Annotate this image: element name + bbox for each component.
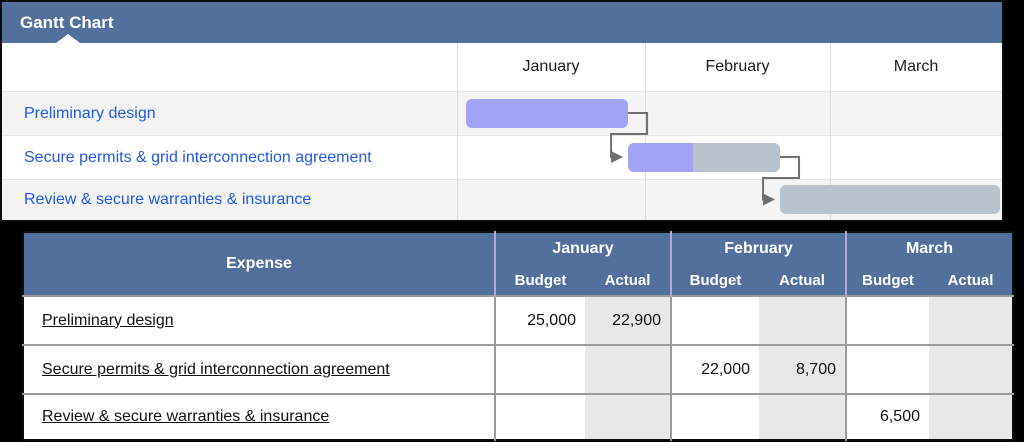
- budget-column-header: Budget: [845, 265, 929, 296]
- gantt-task-label-preliminary-design[interactable]: Preliminary design: [24, 104, 156, 122]
- budget-cell-march[interactable]: [845, 344, 929, 394]
- expense-name-cell[interactable]: Secure permits & grid interconnection ag…: [23, 344, 495, 394]
- actual-cell-march[interactable]: [929, 344, 1013, 394]
- expense-table: Expense January February March Budget Ac…: [22, 231, 1014, 441]
- gantt-bar-progress: [466, 98, 629, 128]
- gantt-month-header-march: March: [893, 58, 939, 75]
- gantt-task-row: Secure permits & grid interconnection ag…: [2, 135, 1002, 179]
- gantt-month-header-february: February: [705, 58, 770, 75]
- actual-cell-february[interactable]: 8,700: [759, 344, 846, 394]
- budget-column-header: Budget: [494, 265, 585, 296]
- gantt-task-label-review-warranties[interactable]: Review & secure warranties & insurance: [24, 191, 312, 208]
- budget-cell-february[interactable]: [670, 393, 759, 440]
- table-header-month-row: Expense January February March: [23, 232, 1013, 296]
- table-row: Preliminary design 25,000 22,900: [23, 295, 1013, 345]
- budget-cell-january[interactable]: [494, 344, 585, 394]
- gantt-label-column-spacer: [2, 43, 457, 91]
- budget-cell-february[interactable]: [670, 295, 759, 345]
- gantt-panel: Gantt Chart January February March Preli…: [0, 0, 1004, 222]
- table-header-sub-row: Budget Actual Budget Actual Budget Actua…: [23, 265, 1013, 296]
- actual-cell-january[interactable]: [585, 393, 671, 440]
- gantt-bar-progress: [628, 142, 694, 172]
- actual-column-header: Actual: [759, 265, 846, 296]
- gantt-chart-title: Gantt Chart: [20, 12, 114, 32]
- gantt-chart-header: Gantt Chart: [2, 2, 1002, 43]
- gantt-month-header-row: January February March: [2, 43, 1002, 91]
- actual-cell-january[interactable]: [585, 344, 671, 394]
- budget-column-header: Budget: [670, 265, 759, 296]
- actual-cell-february[interactable]: [759, 393, 846, 440]
- gantt-bar-review-warranties[interactable]: [780, 185, 1001, 214]
- actual-cell-january[interactable]: 22,900: [585, 295, 671, 345]
- budget-cell-march[interactable]: [845, 295, 929, 345]
- budget-cell-march[interactable]: 6,500: [845, 393, 929, 440]
- gantt-bar-secure-permits[interactable]: [628, 142, 781, 172]
- budget-cell-february[interactable]: 22,000: [670, 344, 759, 394]
- gantt-bar-preliminary-design[interactable]: [466, 98, 629, 128]
- expense-name-cell[interactable]: Preliminary design: [23, 295, 495, 345]
- budget-cell-january[interactable]: 25,000: [494, 295, 585, 345]
- actual-cell-march[interactable]: [929, 295, 1013, 345]
- actual-column-header: Actual: [585, 265, 671, 296]
- actual-column-header: Actual: [929, 265, 1013, 296]
- actual-cell-february[interactable]: [759, 295, 846, 345]
- expense-column-header: Expense: [23, 232, 496, 296]
- table-month-header-march: March: [845, 232, 1013, 265]
- table-month-header-february: February: [670, 232, 846, 265]
- gantt-month-header-january: January: [522, 58, 580, 75]
- table-month-header-january: January: [494, 232, 671, 265]
- table-row: Review & secure warranties & insurance 6…: [23, 393, 1013, 440]
- budget-cell-january[interactable]: [494, 393, 585, 440]
- expense-name-cell[interactable]: Review & secure warranties & insurance: [23, 393, 495, 440]
- tab-pointer-icon: [56, 34, 80, 43]
- gantt-task-label-secure-permits[interactable]: Secure permits & grid interconnection ag…: [24, 148, 372, 166]
- actual-cell-march[interactable]: [929, 393, 1013, 440]
- gantt-task-row: Preliminary design: [2, 91, 1002, 135]
- table-row: Secure permits & grid interconnection ag…: [23, 344, 1013, 394]
